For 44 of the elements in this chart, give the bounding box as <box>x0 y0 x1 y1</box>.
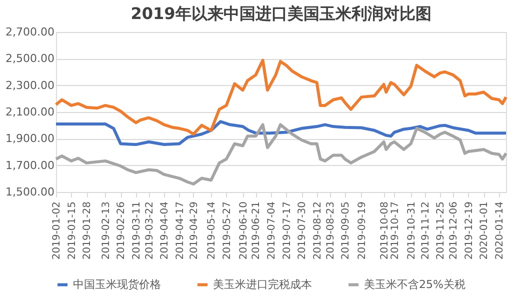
x-tick-label: 2019-09-19 <box>356 202 368 260</box>
legend-label: 中国玉米现货价格 <box>73 278 161 291</box>
x-tick-label: 2019-08-23 <box>325 202 336 260</box>
x-tick-label: 2019-10-17 <box>390 202 401 260</box>
y-tick-label: 1,500.00 <box>6 186 54 198</box>
x-tick-label: 2019-05-27 <box>222 202 233 260</box>
y-tick-label: 1,700.00 <box>6 158 54 172</box>
y-tick-label: 2,300.00 <box>6 78 54 92</box>
x-tick-label: 2019-09-05 <box>340 202 352 260</box>
x-tick-label: 2019-11-25 <box>436 202 447 260</box>
x-tick-label: 2020-01-14 <box>494 202 506 260</box>
y-tick-label: 2,100.00 <box>6 106 54 118</box>
x-tick-label: 2019-12-19 <box>464 202 475 260</box>
y-tick-label: 2,700.00 <box>6 26 54 38</box>
chart-title: 2019年以来中国进口美国玉米利润对比图 <box>130 4 432 23</box>
line-series <box>54 123 508 186</box>
legend-label: 美玉米进口完税成本 <box>213 278 312 291</box>
x-tick-label: 2019-04-04 <box>160 202 171 260</box>
x-tick-label: 2019-06-21 <box>251 202 262 260</box>
x-tick-label: 2019-03-11 <box>131 202 142 260</box>
x-tick-label: 2019-01-28 <box>82 202 94 260</box>
x-tick-label: 2019-01-02 <box>52 202 62 260</box>
x-tick-label: 2019-07-30 <box>297 202 308 260</box>
y-tick-label: 1,900.00 <box>6 132 54 146</box>
x-tick-label: 2019-02-13 <box>100 202 112 260</box>
x-tick-label: 2019-12-06 <box>448 202 460 260</box>
x-tick-label: 2019-05-14 <box>206 202 218 260</box>
line-series <box>54 120 508 146</box>
line-series <box>54 58 508 136</box>
x-tick-label: 2019-04-29 <box>188 202 200 260</box>
x-tick-label: 2019-01-15 <box>66 202 78 260</box>
x-tick-label: 2019-04-17 <box>174 202 186 260</box>
legend-label: 美玉米不含25%关税 <box>364 278 466 291</box>
x-tick-label: 2019-07-17 <box>282 202 293 260</box>
x-tick-label: 2019-02-26 <box>116 202 128 260</box>
x-tick-label: 2020-01-01 <box>479 202 490 260</box>
x-tick-label: 2019-10-31 <box>406 202 418 260</box>
x-tick-label: 2019-03-22 <box>144 202 156 260</box>
x-tick-label: 2019-11-12 <box>420 202 432 260</box>
y-tick-label: 2,500.00 <box>6 52 54 66</box>
x-tick-label: 2019-07-04 <box>266 202 278 260</box>
x-tick-label: 2019-06-10 <box>238 202 250 260</box>
x-tick-label: 2019-10-08 <box>379 202 390 260</box>
x-tick-label: 2019-08-12 <box>312 202 324 260</box>
